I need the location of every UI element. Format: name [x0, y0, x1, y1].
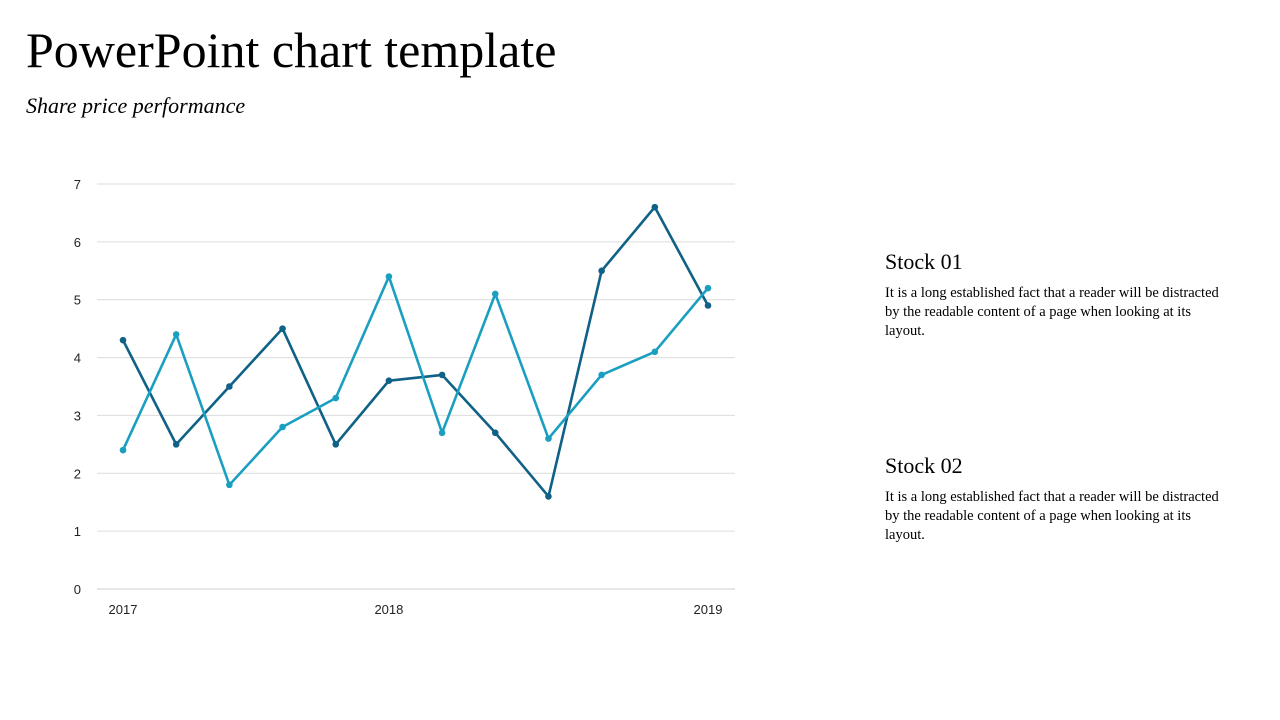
- series-1-point-9: [545, 493, 552, 500]
- series-2-point-7: [438, 429, 446, 437]
- series-1-point-4: [279, 325, 286, 332]
- series-1-point-5: [332, 441, 340, 448]
- series-1-point-10: [598, 267, 605, 275]
- stock-01-block: Stock 01 It is a long established fact t…: [885, 248, 1225, 341]
- series-2-point-5: [332, 394, 340, 402]
- series-1-point-11: [651, 203, 659, 211]
- series-1-point-2: [172, 441, 180, 448]
- y-tick-label-5: 5: [74, 293, 81, 308]
- y-tick-label-0: 0: [74, 582, 81, 597]
- stock-01-description: It is a long established fact that a rea…: [885, 285, 1219, 339]
- y-tick-label-6: 6: [74, 235, 81, 250]
- y-tick-label-1: 1: [74, 524, 81, 539]
- series-2-point-8: [491, 290, 499, 298]
- x-tick-label-2018: 2018: [374, 602, 403, 617]
- page-subtitle: Share price performance: [26, 93, 246, 118]
- series-1-point-6: [385, 377, 393, 385]
- stock-02-description: It is a long established fact that a rea…: [885, 489, 1219, 543]
- series-2-line: [121, 275, 710, 487]
- series-1-point-3: [226, 383, 233, 390]
- series-1-point-8: [491, 429, 499, 437]
- series-1-line: [121, 205, 710, 498]
- series-1-point-12: [704, 302, 712, 309]
- series-2-point-11: [651, 348, 659, 356]
- page-title: PowerPoint chart template: [26, 22, 557, 78]
- series-2-point-2: [172, 331, 180, 338]
- series-2-point-12: [704, 284, 712, 292]
- series-2-point-4: [279, 423, 286, 431]
- series-2-point-10: [598, 371, 605, 379]
- series-1-point-1: [119, 336, 127, 344]
- stock-02-block: Stock 02 It is a long established fact t…: [885, 452, 1225, 545]
- x-tick-label-2017: 2017: [109, 602, 138, 617]
- series-2-point-9: [545, 435, 552, 442]
- y-tick-label-2: 2: [74, 466, 81, 481]
- stock-01-title: Stock 01: [885, 249, 963, 274]
- series-2-point-3: [226, 481, 233, 489]
- x-tick-label-2019: 2019: [694, 602, 723, 617]
- y-tick-label-4: 4: [74, 351, 81, 366]
- series-2-point-6: [385, 273, 393, 280]
- y-tick-label-7: 7: [74, 177, 81, 192]
- series-2-point-1: [119, 446, 127, 454]
- y-tick-label-3: 3: [74, 408, 81, 423]
- stock-02-title: Stock 02: [885, 453, 963, 478]
- series-1-point-7: [438, 371, 446, 379]
